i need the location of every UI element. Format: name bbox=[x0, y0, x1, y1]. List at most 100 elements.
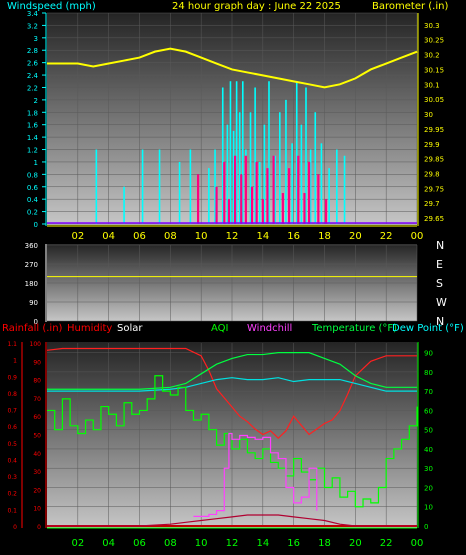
time-tick-label: 04 bbox=[102, 231, 115, 242]
wind-time-ticks: 02 04 06 08 10 12 14 16 18 20 22 00 bbox=[47, 225, 424, 242]
rainfall-ticks: 0 0.1 0.2 0.3 0.4 0.5 0.6 0.7 0.8 0.9 1 1.1 bbox=[7, 341, 17, 531]
temperature-tick-label: 40 bbox=[424, 446, 433, 454]
solar-line bbox=[47, 514, 417, 527]
windspeed-tick-label: 2.6 bbox=[27, 60, 39, 68]
compass-tick-label: N bbox=[436, 315, 444, 328]
temperature-f-line bbox=[47, 352, 417, 390]
rainfall-tick-label: 1 bbox=[13, 358, 17, 365]
degree-tick-label: 90 bbox=[29, 299, 38, 307]
temp-series bbox=[46, 347, 418, 527]
time-tick-label: 22 bbox=[380, 231, 393, 242]
temp-time-ticks: 02 04 06 08 10 12 14 16 18 20 22 00 bbox=[47, 527, 424, 549]
barometer-tick-label: 29.75 bbox=[424, 185, 444, 193]
windspeed-tick-label: 0.2 bbox=[27, 209, 38, 217]
temperature-tick-label: 70 bbox=[424, 388, 433, 396]
humidity-tick-label: 30 bbox=[33, 469, 41, 476]
aqi-line bbox=[47, 375, 418, 508]
time-tick-label: 00 bbox=[411, 538, 424, 549]
degree-tick-label: 270 bbox=[25, 261, 38, 269]
humidity-tick-label: 20 bbox=[33, 487, 41, 494]
rainfall-tick-label: 0.1 bbox=[7, 507, 17, 514]
windspeed-tick-label: 1.4 bbox=[27, 134, 39, 142]
time-tick-label: 20 bbox=[349, 538, 362, 549]
barometer-tick-label: 30.3 bbox=[424, 22, 440, 30]
humidity-tick-label: 80 bbox=[33, 378, 41, 385]
temperature-tick-label: 10 bbox=[424, 504, 433, 512]
windspeed-tick-label: 0.6 bbox=[27, 184, 39, 192]
humidity-tick-label: 10 bbox=[33, 506, 41, 513]
barometer-tick-label: 29.95 bbox=[424, 126, 444, 134]
windspeed-tick-label: 1.2 bbox=[27, 147, 38, 155]
legend-humidity: Humidity bbox=[67, 323, 112, 334]
temperature-humidity-chart: Rainfall (.in) Humidity Solar AQI Windchill T… bbox=[2, 323, 464, 549]
barometer-tick-label: 30.25 bbox=[424, 37, 444, 45]
legend-aqi: AQI bbox=[211, 323, 229, 334]
temperature-tick-label: 20 bbox=[424, 484, 433, 492]
time-tick-label: 10 bbox=[195, 538, 208, 549]
temperature-tick-label: 90 bbox=[424, 350, 433, 358]
windspeed-tick-label: 1.6 bbox=[27, 122, 39, 130]
humidity-tick-label: 100 bbox=[30, 341, 42, 348]
windspeed-tick-label: 3.4 bbox=[27, 10, 39, 18]
direction-grid bbox=[47, 244, 418, 322]
time-tick-label: 06 bbox=[133, 231, 146, 242]
time-tick-label: 08 bbox=[164, 231, 177, 242]
rainfall-tick-label: 0.9 bbox=[7, 374, 17, 381]
legend-dew-point-f: Dew Point (°F) bbox=[392, 323, 464, 334]
humidity-line bbox=[46, 347, 417, 439]
rainfall-tick-label: 0.3 bbox=[7, 474, 17, 481]
rainfall-tick-label: 0.7 bbox=[7, 408, 17, 415]
time-tick-label: 02 bbox=[71, 538, 84, 549]
barometer-tick-label: 29.7 bbox=[424, 200, 440, 208]
rainfall-tick-label: 0.2 bbox=[7, 491, 17, 498]
barometer-tick-label: 29.9 bbox=[424, 141, 440, 149]
compass-tick-label: S bbox=[436, 277, 443, 290]
degree-tick-label: 360 bbox=[25, 242, 38, 250]
time-tick-label: 00 bbox=[411, 231, 424, 242]
rainfall-tick-label: 0.8 bbox=[7, 391, 17, 398]
windspeed-tick-label: 2.4 bbox=[27, 72, 39, 80]
windspeed-tick-label: 0 bbox=[34, 221, 38, 229]
time-tick-label: 08 bbox=[164, 538, 177, 549]
windspeed-ticks: 0 0.2 0.4 0.6 0.8 1 1.2 1.4 1.6 1.8 2 2.2 2.4 2.6 2.8 3… bbox=[27, 10, 46, 229]
time-tick-label: 12 bbox=[226, 231, 239, 242]
time-tick-label: 16 bbox=[287, 231, 300, 242]
degree-tick-label: 180 bbox=[25, 280, 38, 288]
wind-barometer-chart: 24 hour graph day : June 22 2025 Windspe… bbox=[7, 1, 448, 242]
degree-ticks: 0 90 180 270 360 bbox=[25, 242, 38, 326]
humidity-tick-label: 40 bbox=[33, 451, 41, 458]
windspeed-tick-label: 0.8 bbox=[27, 171, 38, 179]
temperature-tick-label: 80 bbox=[424, 369, 433, 377]
time-tick-label: 18 bbox=[318, 231, 331, 242]
degree-tick-label: 0 bbox=[34, 318, 38, 326]
windchill-line bbox=[193, 432, 318, 517]
compass-tick-label: E bbox=[436, 258, 443, 271]
windspeed-tick-label: 2 bbox=[34, 97, 38, 105]
rainfall-tick-label: 0.5 bbox=[7, 441, 17, 448]
time-tick-label: 10 bbox=[195, 231, 208, 242]
humidity-tick-label: 60 bbox=[33, 414, 41, 421]
windspeed-tick-label: 3.2 bbox=[27, 22, 38, 30]
time-tick-label: 14 bbox=[256, 231, 269, 242]
time-tick-label: 18 bbox=[318, 538, 331, 549]
rainfall-tick-label: 1.1 bbox=[7, 341, 17, 348]
barometer-line bbox=[47, 47, 418, 89]
humidity-tick-label: 0 bbox=[37, 524, 41, 531]
time-tick-label: 22 bbox=[380, 538, 393, 549]
barometer-tick-label: 30.15 bbox=[424, 66, 444, 74]
time-tick-label: 04 bbox=[102, 538, 115, 549]
legend-rainfall-in: Rainfall (.in) bbox=[2, 323, 63, 334]
wind-grid bbox=[47, 12, 418, 225]
time-tick-label: 06 bbox=[133, 538, 146, 549]
windspeed-tick-label: 2.2 bbox=[27, 84, 38, 92]
windspeed-tick-label: 1 bbox=[34, 159, 38, 167]
windspeed-tick-label: 3 bbox=[34, 35, 38, 43]
barometer-tick-label: 29.85 bbox=[424, 156, 444, 164]
barometer-tick-label: 30.05 bbox=[424, 96, 444, 104]
humidity-tick-label: 50 bbox=[33, 433, 41, 440]
chart-title: 24 hour graph day : June 22 2025 bbox=[172, 1, 341, 12]
legend-windchill: Windchill bbox=[247, 323, 292, 334]
wind-series bbox=[47, 47, 418, 224]
barometer-tick-label: 29.65 bbox=[424, 215, 444, 223]
